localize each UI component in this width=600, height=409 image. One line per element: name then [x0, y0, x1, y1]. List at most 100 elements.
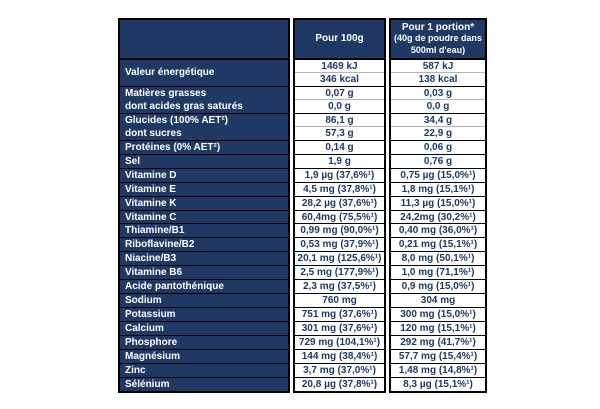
nutrient-label: Protéines (0% AET²): [125, 141, 221, 153]
nutrient-label: Vitamine C: [125, 211, 177, 223]
nutrient-label-group: Valeur énergétique: [120, 60, 288, 86]
value-per-100g-group: 28,2 µg (37,6%¹): [295, 195, 384, 210]
value-per-portion-group: 0,06 g: [391, 139, 485, 154]
per-portion-column: Pour 1 portion* (40g de poudre dans 500m…: [389, 18, 487, 393]
labels-column: Valeur énergétique Matières grasses dont a…: [118, 18, 290, 393]
nutrient-label: Vitamine K: [125, 197, 177, 209]
value-per-100g: 28,2 µg (37,6%¹): [295, 196, 384, 210]
nutrient-label: Matières grasses: [125, 87, 207, 99]
nutrient-label-group: Vitamine K: [120, 195, 288, 210]
value-per-portion: 0,76 g: [391, 154, 485, 168]
nutrient-label: Sel: [125, 155, 141, 167]
value-per-100g: 86,1 g: [295, 113, 384, 127]
value-per-portion-group: 0,75 µg (15,0%¹): [391, 167, 485, 182]
nutrient-label-group: Sel: [120, 153, 288, 168]
value-per-100g: 0,99 mg (90,0%¹): [295, 224, 384, 238]
value-per-100g: 3,7 mg (37,0%¹): [295, 364, 384, 377]
header-per-portion-line3: 500ml d'eau): [410, 44, 466, 55]
value-per-portion-group: 0,40 mg (36,0%¹): [391, 223, 485, 238]
header-empty-cell: [120, 20, 288, 60]
value-per-portion-group: 304 mg: [391, 293, 485, 308]
nutrient-label-group: Riboflavine/B2: [120, 237, 288, 251]
value-per-100g: 1,9 µg (37,6%¹): [295, 168, 384, 182]
nutrient-label-group: Sodium: [120, 293, 288, 307]
nutrient-label-group: Vitamine E: [120, 181, 288, 196]
value-per-100g-group: 1469 kJ 346 kcal: [295, 60, 384, 86]
value-per-portion: 304 mg: [391, 294, 485, 308]
nutrient-label-group: Zinc: [120, 363, 288, 377]
value-per-100g-group: 2,5 mg (177,9%¹): [295, 265, 384, 280]
value-per-portion-group: 0,21 mg (15,1%¹): [391, 237, 485, 252]
nutrient-label: Thiamine/B1: [125, 225, 185, 237]
value-per-portion: 0,06 g: [391, 140, 485, 154]
value-per-100g: 57,3 g: [295, 126, 384, 140]
value-per-portion-group: 292 mg (41,7%¹): [391, 335, 485, 350]
value-per-portion-group: 24,2mg (30,2%¹): [391, 209, 485, 224]
per-100g-body: 1469 kJ 346 kcal 0,07 g 0,0 g 86,1 g 57,3 g 0,…: [295, 60, 384, 391]
value-per-100g-group: 20,1 mg (125,6%¹): [295, 251, 384, 266]
value-per-100g: 2,5 mg (177,9%¹): [295, 266, 384, 280]
nutrient-label-group: Glucides (100% AET²) dont sucres: [120, 112, 288, 140]
value-per-100g: 0,0 g: [295, 99, 384, 113]
header-per-portion-line2: (40g de poudre dans: [393, 33, 482, 44]
nutrient-label-group: Niacine/B3: [120, 251, 288, 265]
nutrient-label-group: Thiamine/B1: [120, 223, 288, 237]
value-per-100g-group: 751 mg (37,6%¹): [295, 307, 384, 322]
value-per-portion-group: 57,7 mg (15,4%¹): [391, 349, 485, 364]
value-per-portion-group: 34,4 g 22,9 g: [391, 112, 485, 140]
value-per-portion: 0,40 mg (36,0%¹): [391, 224, 485, 238]
value-per-portion: 1,8 mg (15,1%¹): [391, 182, 485, 196]
value-per-portion-group: 0,76 g: [391, 153, 485, 168]
nutrient-label-group: Vitamine C: [120, 209, 288, 224]
labels-body: Valeur énergétique Matières grasses dont a…: [120, 60, 288, 391]
value-per-100g-group: 3,7 mg (37,0%¹): [295, 363, 384, 377]
nutrient-label-group: Acide pantothénique: [120, 279, 288, 293]
header-per-portion-line1: Pour 1 portion*: [401, 21, 475, 33]
per-portion-body: 587 kJ 138 kcal 0,03 g 0,0 g 34,4 g 22,9 g 0,0…: [391, 60, 485, 391]
header-per-100g: Pour 100g: [295, 20, 384, 60]
value-per-portion-group: 120 mg (15,1%¹): [391, 321, 485, 336]
value-per-portion-group: 11,3 µg (15,0%¹): [391, 195, 485, 210]
value-per-portion-group: 8,3 µg (15,1%¹): [391, 376, 485, 391]
nutrient-label-group: Vitamine B6: [120, 265, 288, 279]
nutrient-label: Acide pantothénique: [125, 281, 224, 293]
value-per-100g: 20,1 mg (125,6%¹): [295, 252, 384, 266]
value-per-100g-group: 1,9 µg (37,6%¹): [295, 167, 384, 182]
value-per-portion: 0,0 g: [391, 99, 485, 113]
nutrient-label: Zinc: [125, 364, 146, 376]
nutrient-label-group: Protéines (0% AET²): [120, 139, 288, 154]
value-per-100g-group: 729 mg (104,1%¹): [295, 335, 384, 350]
value-per-portion-group: 1,8 mg (15,1%¹): [391, 181, 485, 196]
value-per-100g: 4,5 mg (37,8%¹): [295, 182, 384, 196]
value-per-100g: 729 mg (104,1%¹): [295, 336, 384, 350]
nutrient-label: Calcium: [125, 323, 164, 335]
value-per-portion-group: 587 kJ 138 kcal: [391, 60, 485, 86]
nutrient-label: Glucides (100% AET²): [125, 114, 228, 126]
value-per-portion: 120 mg (15,1%¹): [391, 322, 485, 336]
value-per-100g: 0,07 g: [295, 86, 384, 100]
value-per-portion-group: 0,9 mg (15,0%¹): [391, 279, 485, 294]
value-per-100g-group: 0,07 g 0,0 g: [295, 85, 384, 113]
value-per-portion: 0,9 mg (15,0%¹): [391, 280, 485, 294]
value-per-100g: 1469 kJ: [295, 60, 384, 73]
nutrition-table: Valeur énergétique Matières grasses dont a…: [118, 18, 487, 393]
nutrient-label-group: Vitamine D: [120, 167, 288, 182]
value-per-100g-group: 60,4mg (75,5%¹): [295, 209, 384, 224]
value-per-portion: 292 mg (41,7%¹): [391, 336, 485, 350]
value-per-100g-group: 0,14 g: [295, 139, 384, 154]
value-per-portion: 11,3 µg (15,0%¹): [391, 196, 485, 210]
nutrient-label: Niacine/B3: [125, 253, 177, 265]
nutrient-label-group: Phosphore: [120, 335, 288, 349]
value-per-portion: 0,21 mg (15,1%¹): [391, 238, 485, 252]
nutrient-label: Sodium: [125, 295, 162, 307]
value-per-100g: 0,53 mg (37,9%¹): [295, 238, 384, 252]
nutrient-label: Riboflavine/B2: [125, 239, 195, 251]
value-per-100g-group: 1,9 g: [295, 153, 384, 168]
nutrient-label: Vitamine B6: [125, 267, 183, 279]
value-per-portion: 1,0 mg (71,1%¹): [391, 266, 485, 280]
value-per-portion: 0,03 g: [391, 86, 485, 100]
value-per-100g-group: 4,5 mg (37,8%¹): [295, 181, 384, 196]
value-per-portion: 8,0 mg (50,1%¹): [391, 252, 485, 266]
nutrient-label-group: Potassium: [120, 307, 288, 321]
header-per-100g-label: Pour 100g: [315, 33, 364, 45]
